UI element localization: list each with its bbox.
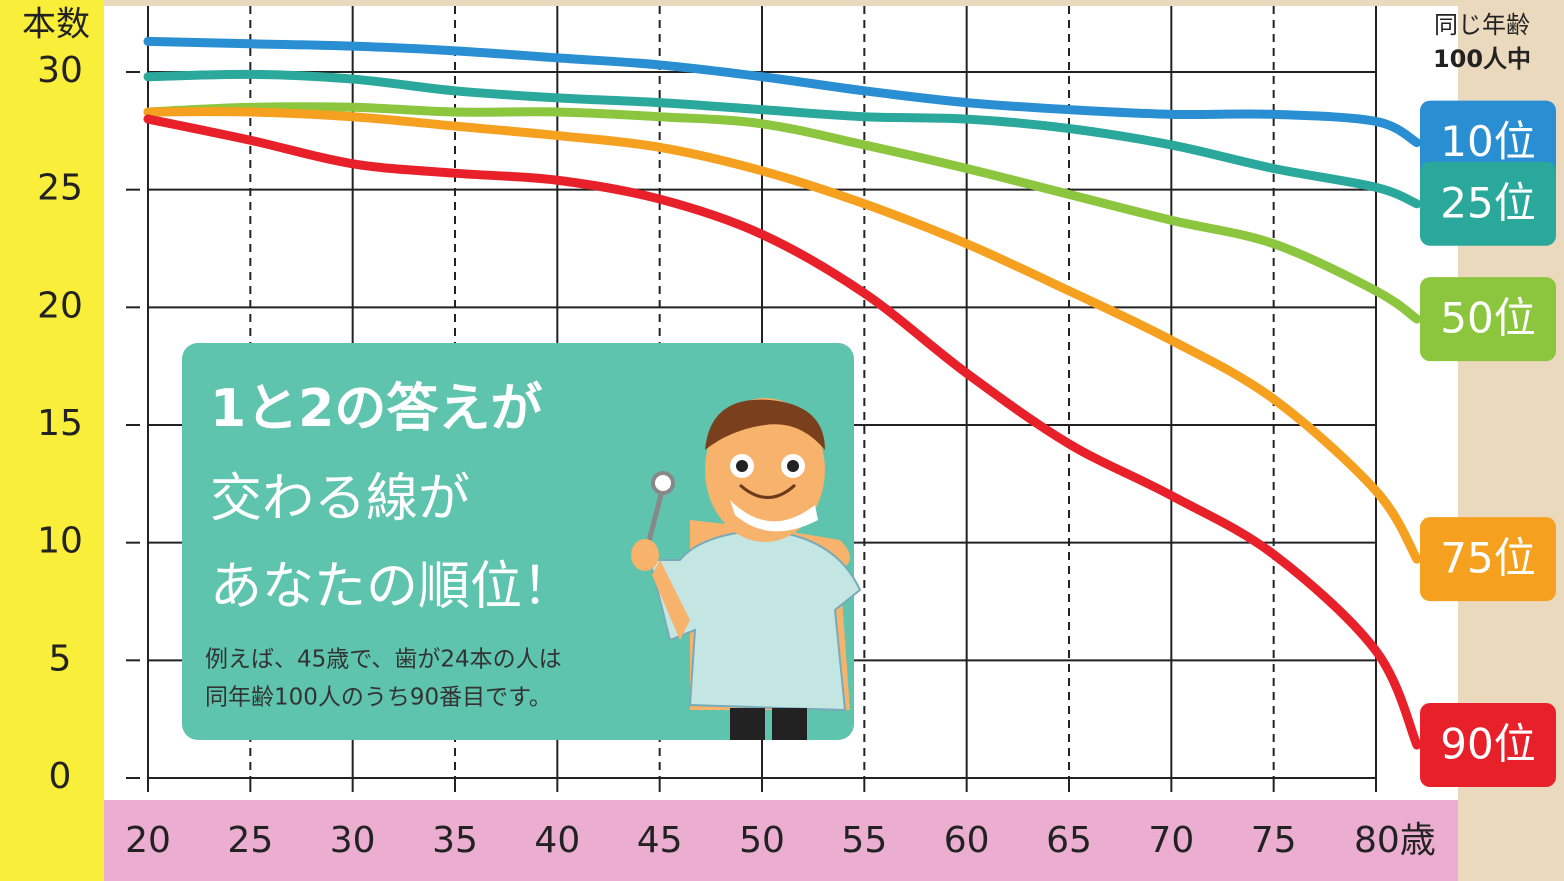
y-tick-label: 30 — [37, 50, 83, 91]
x-tick-label: 30 — [330, 820, 376, 861]
x-tick-label: 20 — [125, 820, 171, 861]
y-tick-label: 20 — [37, 285, 83, 326]
legend-label: 90位 — [1440, 720, 1535, 769]
legend-badge — [1420, 161, 1556, 246]
y-tick-label: 10 — [37, 521, 83, 562]
x-tick-label: 45 — [637, 820, 683, 861]
annotation-note: 同年齢100人のうち90番目です。 — [205, 685, 552, 711]
x-tick-label: 80歳 — [1354, 820, 1436, 861]
y-tick-label: 25 — [37, 168, 83, 209]
x-tick-label: 50 — [739, 820, 785, 861]
lines — [143, 36, 1422, 750]
legend-label: 50位 — [1440, 294, 1535, 343]
x-tick-label: 25 — [227, 820, 273, 861]
x-tick-label: 70 — [1148, 820, 1194, 861]
x-tick-label: 60 — [944, 820, 990, 861]
annotation-text: あなたの順位！ — [210, 557, 574, 617]
legend-header: 100人中 — [1433, 45, 1531, 73]
y-tick-label: 0 — [49, 756, 72, 797]
annotation-text: 交わる線が — [210, 469, 470, 529]
series-line — [143, 114, 1422, 750]
x-band — [104, 800, 1458, 881]
series-line — [143, 36, 1422, 148]
legend-badge — [1420, 703, 1556, 787]
x-tick-label: 65 — [1046, 820, 1092, 861]
legend-header: 同じ年齢 — [1434, 11, 1530, 39]
legend-badge — [1420, 277, 1556, 362]
annotation-panel — [182, 343, 854, 740]
series-line — [143, 69, 1422, 209]
y-band — [0, 0, 104, 881]
legend-badge — [1420, 517, 1556, 602]
y-axis-title: 本数 — [22, 5, 90, 45]
annotation-box: 1と2の答えが 交わる線が あなたの順位！ 例えば、45歳で、歯が24本の人は … — [182, 343, 862, 740]
y-tick-label: 15 — [37, 403, 83, 444]
dentist-illustration — [631, 398, 862, 740]
legend-label: 10位 — [1440, 117, 1535, 166]
series-line — [143, 102, 1422, 324]
y-tick-label: 5 — [49, 638, 72, 679]
annotation-note: 例えば、45歳で、歯が24本の人は — [205, 647, 562, 673]
annotation-text: 1と2の答えが — [210, 379, 542, 439]
x-tick-label: 75 — [1251, 820, 1297, 861]
x-tick-label: 55 — [841, 820, 887, 861]
x-tick-label: 35 — [432, 820, 478, 861]
series-line — [143, 107, 1422, 564]
legend-label: 25位 — [1440, 178, 1535, 227]
x-tick-label: 40 — [534, 820, 580, 861]
legend-label: 75位 — [1440, 534, 1535, 583]
legend: 10位 25位 50位 75位 90位 — [1420, 100, 1556, 787]
